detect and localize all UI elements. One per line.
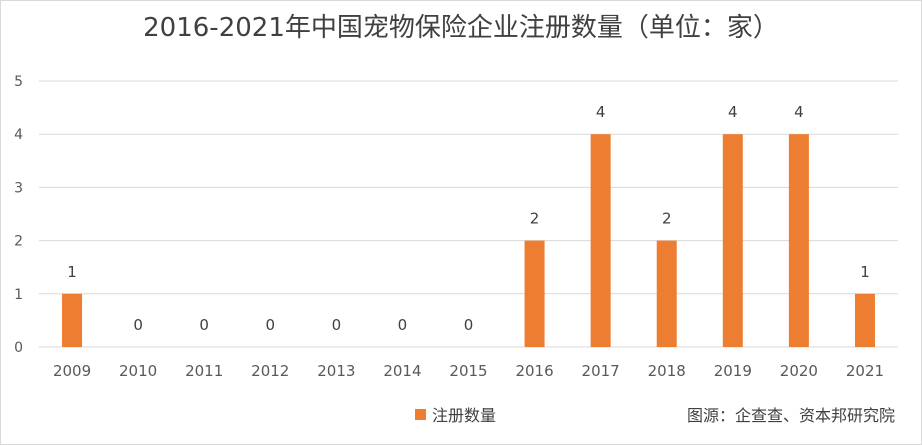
- bar: [722, 134, 743, 347]
- data-label: 1: [860, 263, 870, 281]
- data-label: 0: [199, 316, 209, 334]
- x-tick-label: 2015: [449, 362, 487, 380]
- legend-label: 注册数量: [432, 406, 497, 425]
- x-tick-label: 2017: [582, 362, 620, 380]
- bar: [854, 293, 875, 347]
- grid-lines: [39, 80, 898, 348]
- x-tick-label: 2010: [119, 362, 157, 380]
- x-tick-label: 2012: [251, 362, 289, 380]
- data-label: 0: [265, 316, 275, 334]
- data-label: 2: [662, 210, 672, 228]
- y-tick-label: 2: [14, 234, 23, 250]
- y-tick-label: 3: [14, 180, 23, 196]
- x-tick-label: 2013: [317, 362, 355, 380]
- data-label: 4: [794, 103, 804, 121]
- bars: [62, 134, 875, 347]
- y-tick-label: 0: [14, 340, 23, 356]
- bar: [590, 134, 611, 347]
- x-tick-label: 2018: [648, 362, 686, 380]
- bar: [524, 240, 545, 347]
- x-tick-label: 2011: [185, 362, 223, 380]
- y-axis-ticks: 0 1 2 3 4 5: [14, 74, 23, 356]
- source-note: 图源：企查查、资本邦研究院: [686, 406, 895, 425]
- y-tick-label: 4: [14, 127, 23, 143]
- legend: 注册数量: [415, 402, 496, 426]
- bar: [788, 134, 809, 347]
- x-tick-label: 2019: [714, 362, 752, 380]
- data-label: 0: [464, 316, 474, 334]
- x-tick-label: 2016: [515, 362, 553, 380]
- x-tick-label: 2009: [53, 362, 91, 380]
- data-label: 4: [728, 103, 738, 121]
- y-tick-label: 1: [14, 287, 23, 303]
- legend-swatch: [415, 408, 426, 420]
- bar: [656, 240, 677, 347]
- x-tick-label: 2021: [846, 362, 884, 380]
- data-label: 1: [67, 263, 77, 281]
- bar: [62, 293, 83, 347]
- x-tick-label: 2014: [383, 362, 421, 380]
- data-label: 2: [530, 210, 540, 228]
- x-axis-ticks: 2009 2010 2011 2012 2013 2014 2015 2016 2017 2018…: [53, 362, 884, 380]
- data-label: 0: [398, 316, 408, 334]
- data-label: 0: [332, 316, 342, 334]
- data-label: 0: [133, 316, 143, 334]
- chart-title: 2016-2021年中国宠物保险企业注册数量（单位：家）: [143, 13, 779, 43]
- data-label: 4: [596, 103, 606, 121]
- data-labels: 1 0 0 0 0 0 0 2 4 2 4 4 1: [67, 103, 869, 334]
- y-tick-label: 5: [14, 74, 23, 90]
- x-tick-label: 2020: [780, 362, 818, 380]
